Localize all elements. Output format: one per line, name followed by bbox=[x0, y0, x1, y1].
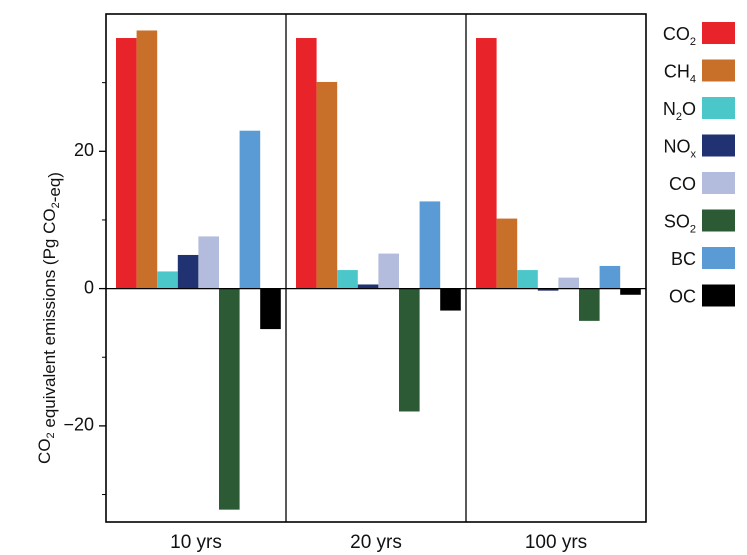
legend-swatch-ch4 bbox=[702, 59, 735, 82]
legend-label-co2: CO2 bbox=[663, 24, 696, 48]
bar-co-100-yrs bbox=[558, 277, 579, 289]
legend-label-n2o: N2O bbox=[663, 99, 696, 123]
x-category-label: 100 yrs bbox=[525, 532, 587, 553]
bar-co-20-yrs bbox=[378, 253, 399, 289]
y-tick-label: 0 bbox=[84, 277, 94, 297]
bar-nox-10-yrs bbox=[177, 254, 199, 289]
bar-oc-100-yrs bbox=[620, 288, 641, 295]
bar-co2-20-yrs bbox=[296, 38, 317, 289]
legend-swatch-co bbox=[702, 172, 735, 194]
bar-ch4-100-yrs bbox=[496, 218, 518, 289]
bar-so2-10-yrs bbox=[219, 288, 240, 510]
x-category-label: 10 yrs bbox=[170, 532, 222, 553]
legend-label-bc: BC bbox=[671, 249, 696, 269]
legend-swatch-bc bbox=[702, 247, 735, 269]
bar-oc-10-yrs bbox=[260, 288, 281, 330]
plot-border bbox=[105, 13, 647, 523]
bar-ch4-20-yrs bbox=[316, 81, 338, 289]
legend-swatch-nox bbox=[702, 134, 735, 157]
legend-swatch-oc bbox=[702, 284, 735, 307]
bar-co2-100-yrs bbox=[476, 38, 497, 289]
legend: CO2 CH4 N2O NOx CO SO2 BC OC bbox=[663, 22, 735, 307]
legend-label-ch4: CH4 bbox=[664, 62, 696, 86]
bar-co-10-yrs bbox=[198, 236, 219, 289]
legend-swatch-n2o bbox=[702, 97, 735, 119]
legend-label-nox: NOx bbox=[664, 137, 697, 161]
bar-n2o-10-yrs bbox=[157, 271, 178, 289]
bar-n2o-20-yrs bbox=[337, 270, 358, 289]
bar-bc-10-yrs bbox=[239, 130, 261, 289]
axes-layer: −20 0 20 10 yrs 20 yrs 100 yrs bbox=[63, 82, 587, 553]
y-axis-label: CO2 equivalent emissions (Pg CO2-eq) bbox=[35, 172, 64, 464]
bar-oc-20-yrs bbox=[440, 288, 461, 311]
y-tick-label: 20 bbox=[74, 140, 94, 160]
plot-frame bbox=[105, 13, 647, 523]
bar-so2-20-yrs bbox=[399, 288, 420, 412]
bar-nox-100-yrs bbox=[537, 288, 559, 291]
legend-label-co: CO bbox=[669, 174, 696, 194]
bar-n2o-100-yrs bbox=[517, 270, 538, 289]
bars-layer bbox=[116, 30, 641, 510]
bar-co2-10-yrs bbox=[116, 38, 137, 289]
legend-label-so2: SO2 bbox=[664, 212, 696, 236]
legend-label-oc: OC bbox=[669, 287, 696, 307]
x-category-label: 20 yrs bbox=[350, 532, 402, 553]
legend-swatch-co2 bbox=[702, 22, 735, 44]
bar-nox-20-yrs bbox=[357, 284, 379, 289]
bar-so2-100-yrs bbox=[579, 288, 600, 321]
legend-swatch-so2 bbox=[702, 209, 735, 232]
bar-bc-20-yrs bbox=[419, 201, 441, 289]
y-tick-label: −20 bbox=[63, 415, 94, 435]
bar-bc-100-yrs bbox=[599, 265, 621, 289]
bar-ch4-10-yrs bbox=[136, 30, 158, 289]
